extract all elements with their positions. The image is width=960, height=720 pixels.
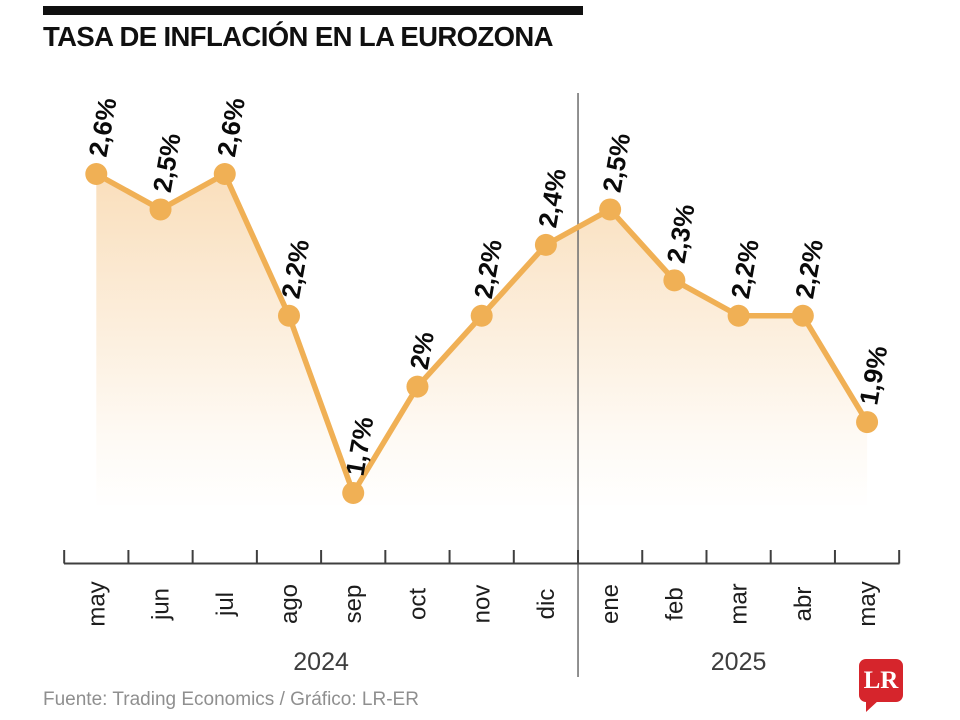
data-point-may-12 xyxy=(856,411,879,434)
lr-logo-text: LR xyxy=(863,667,899,694)
data-point-jul-2 xyxy=(213,163,236,185)
value-label-oct-5: 2% xyxy=(404,329,440,371)
year-label-2024: 2024 xyxy=(293,648,349,676)
value-label-jul-2: 2,6% xyxy=(211,95,251,159)
lr-logo: LR xyxy=(859,659,903,712)
data-point-ene-8 xyxy=(599,198,622,221)
month-label-may-0: may xyxy=(83,581,110,626)
month-label-ene-8: ene xyxy=(597,584,624,624)
month-label-feb-9: feb xyxy=(661,587,688,620)
area-fill xyxy=(96,174,868,505)
data-point-ago-3 xyxy=(277,304,300,327)
month-label-abr-11: abr xyxy=(790,587,817,622)
value-label-may-12: 1,9% xyxy=(853,344,893,408)
month-label-sep-4: sep xyxy=(340,585,367,624)
value-label-ene-8: 2,5% xyxy=(597,131,637,195)
chart-title: TASA DE INFLACIÓN EN LA EUROZONA xyxy=(43,21,554,52)
value-label-may-0: 2,6% xyxy=(83,95,123,159)
month-label-ago-3: ago xyxy=(276,584,303,624)
value-label-ago-3: 2,2% xyxy=(275,237,315,301)
month-label-nov-6: nov xyxy=(469,585,496,624)
month-label-dic-7: dic xyxy=(533,589,560,620)
data-point-nov-6 xyxy=(470,304,493,327)
month-label-jul-2: jul xyxy=(212,592,239,617)
data-point-sep-4 xyxy=(342,481,365,504)
month-label-mar-10: mar xyxy=(726,583,753,624)
source-credit: Fuente: Trading Economics / Gráfico: LR-… xyxy=(43,689,419,710)
value-label-jun-1: 2,5% xyxy=(147,131,187,195)
value-label-mar-10: 2,2% xyxy=(725,237,765,301)
value-label-dic-7: 2,4% xyxy=(532,166,572,230)
data-point-oct-5 xyxy=(406,375,429,398)
month-label-may-12: may xyxy=(854,581,881,626)
data-point-may-0 xyxy=(85,163,108,185)
title-accent-bar xyxy=(43,6,583,15)
data-point-feb-9 xyxy=(663,269,686,292)
data-point-jun-1 xyxy=(149,198,172,221)
data-point-abr-11 xyxy=(791,304,814,327)
month-label-oct-5: oct xyxy=(404,588,431,620)
data-point-dic-7 xyxy=(534,233,557,256)
month-label-jun-1: jun xyxy=(148,588,175,621)
value-label-feb-9: 2,3% xyxy=(661,202,701,266)
value-label-abr-11: 2,2% xyxy=(789,237,829,301)
year-label-2025: 2025 xyxy=(711,648,767,676)
data-point-mar-10 xyxy=(727,304,750,327)
lr-logo-tail xyxy=(866,700,879,712)
